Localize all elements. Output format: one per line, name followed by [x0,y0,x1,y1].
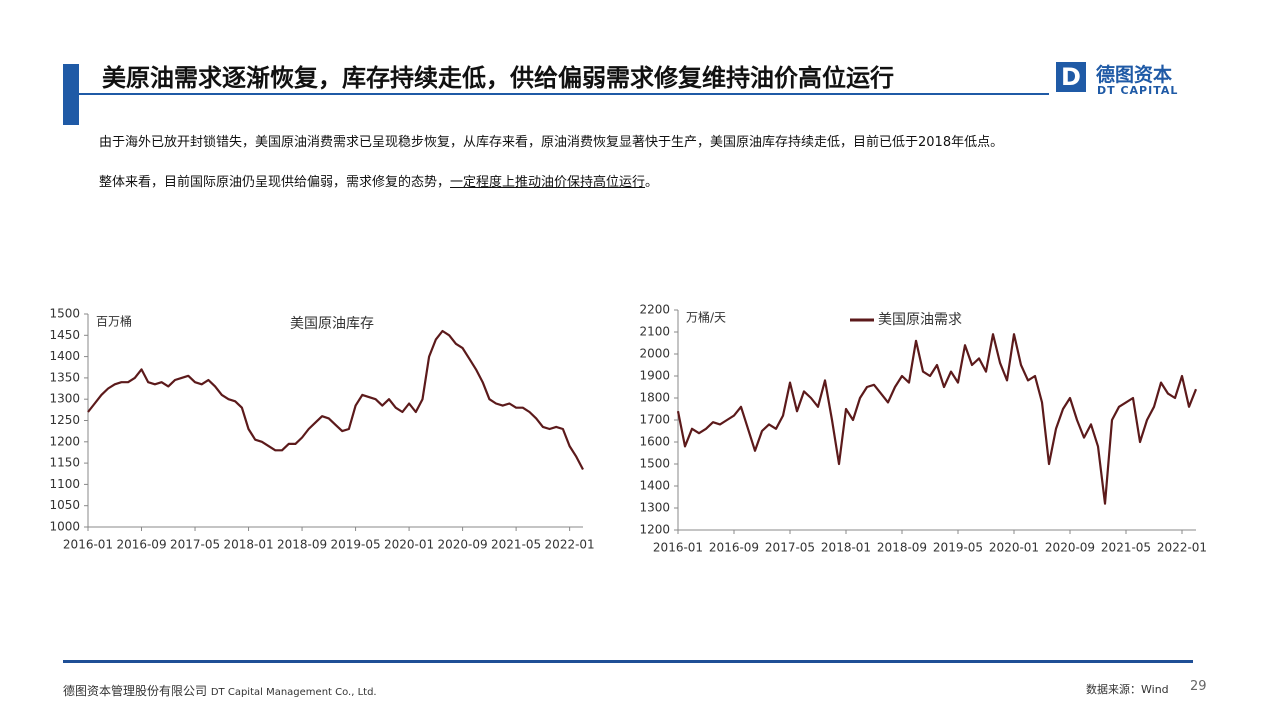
data-line [87,329,584,471]
x-tick-label: 2018-09 [277,538,327,552]
x-tick-label: 2021-05 [1101,541,1151,555]
y-tick-label: 2200 [639,303,670,317]
y-tick-label: 1350 [49,370,80,384]
y-tick-label: 1800 [639,391,670,405]
y-tick-label: 2000 [639,347,670,361]
footer-rule [63,660,1193,663]
x-tick-label: 2020-09 [1045,541,1095,555]
y-tick-label: 1700 [639,413,670,427]
company-en: DT Capital Management Co., Ltd. [210,687,377,698]
x-tick-label: 2022-01 [1157,541,1207,555]
x-tick-label: 2016-01 [653,541,703,555]
y-tick-label: 1500 [639,457,670,471]
x-tick-label: 2020-01 [989,541,1039,555]
y-tick-label: 1050 [49,498,80,512]
text-underlined: 一定程度上推动油价保持高位运行 [450,175,646,190]
title-accent [63,64,79,125]
y-tick-label: 1600 [639,435,670,449]
y-tick-label: 1250 [49,413,80,427]
company-cn: 德图资本管理股份有限公司 [63,684,208,698]
x-tick-label: 2017-05 [765,541,815,555]
text: 整体来看，目前国际原油仍呈现供给偏弱，需求修复的态势， [99,175,451,190]
y-tick-label: 1300 [639,501,670,515]
x-tick-label: 2018-01 [223,538,273,552]
y-tick-label: 1900 [639,369,670,383]
unit-label: 万桶/天 [686,310,726,325]
y-tick-label: 1500 [49,307,80,321]
legend-label: 美国原油库存 [290,316,374,332]
y-tick-label: 2100 [639,325,670,339]
y-tick-label: 1450 [49,328,80,342]
legend-label: 美国原油需求 [878,312,962,328]
x-tick-label: 2016-01 [63,538,113,552]
y-tick-label: 1300 [49,392,80,406]
y-tick-label: 1200 [639,523,670,537]
x-tick-label: 2019-05 [933,541,983,555]
x-tick-label: 2017-05 [170,538,220,552]
footer-company: 德图资本管理股份有限公司 DT Capital Management Co., … [63,682,377,699]
x-tick-label: 2018-01 [821,541,871,555]
x-tick-label: 2020-01 [384,538,434,552]
logo-en: DT CAPITAL [1097,84,1179,97]
x-tick-label: 2020-09 [438,538,488,552]
x-tick-label: 2021-05 [491,538,541,552]
paragraph: 整体来看，目前国际原油仍呈现供给偏弱，需求修复的态势，一定程度上推动油价保持高位… [99,171,658,190]
unit-label: 百万桶 [96,314,132,329]
x-tick-label: 2019-05 [330,538,380,552]
page-number: 29 [1190,679,1207,694]
data-line [676,333,1198,505]
paragraph: 由于海外已放开封锁错失，美国原油消费需求已呈现稳步恢复，从库存来看，原油消费恢复… [99,135,1004,150]
slide-title: 美原油需求逐渐恢复，库存持续走低，供给偏弱需求修复维持油价高位运行 [102,64,894,92]
y-tick-label: 1400 [639,479,670,493]
charts: 1000 1050 1100 1150 1200 1250 1300 1350 1400 1450… [49,303,1207,555]
logo-cn: 德图资本 [1096,64,1173,86]
x-tick-label: 2022-01 [545,538,595,552]
x-tick-label: 2016-09 [116,538,166,552]
text: 。 [645,175,659,190]
logo-mark: D [1056,62,1086,92]
x-tick-label: 2018-09 [877,541,927,555]
source: 数据来源：Wind [1086,683,1169,696]
y-tick-label: 1200 [49,434,80,448]
x-tick-label: 2016-09 [709,541,759,555]
y-tick-label: 1100 [49,477,80,491]
y-tick-label: 1000 [49,520,80,534]
title-rule [79,93,1049,95]
y-tick-label: 1150 [49,456,80,470]
y-tick-label: 1400 [49,349,80,363]
